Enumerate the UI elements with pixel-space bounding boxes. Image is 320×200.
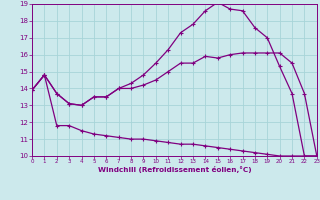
X-axis label: Windchill (Refroidissement éolien,°C): Windchill (Refroidissement éolien,°C) bbox=[98, 166, 251, 173]
